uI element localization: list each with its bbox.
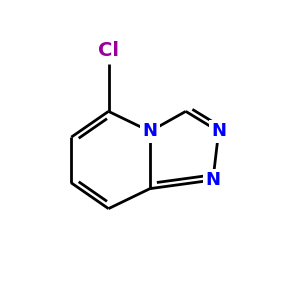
- Text: N: N: [142, 122, 158, 140]
- Text: N: N: [206, 171, 220, 189]
- Text: Cl: Cl: [98, 41, 119, 60]
- Text: N: N: [211, 122, 226, 140]
